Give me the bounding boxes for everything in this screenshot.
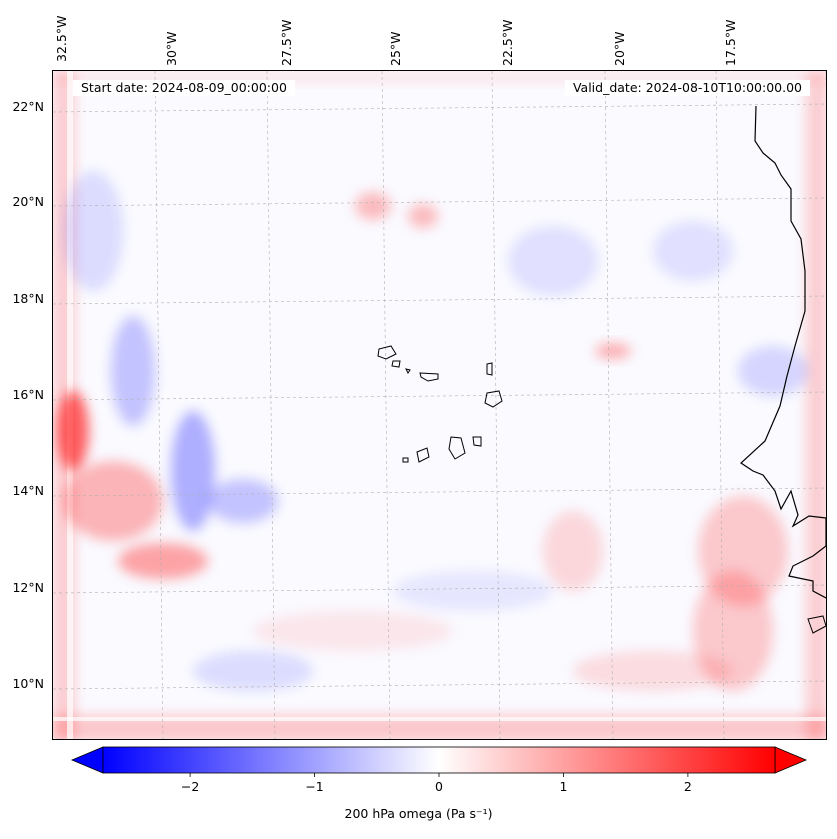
lon-label: 17.5°W (723, 19, 738, 66)
lon-label: 25°W (388, 31, 403, 66)
field-patch-neutral (53, 717, 826, 721)
island-outline (405, 368, 411, 374)
colorbar-tick-label: 0 (435, 779, 443, 794)
colorbar-tick-label: −2 (181, 779, 199, 794)
island-outline (484, 390, 503, 408)
lon-label: 30°W (164, 31, 179, 66)
colorbar: −2 −1 0 1 2 (70, 746, 808, 794)
longitude-gridline (266, 71, 276, 739)
field-patch-negative (111, 316, 155, 426)
latitude-gridline (53, 391, 826, 401)
field-patch-positive (595, 343, 631, 359)
latitude-gridline (53, 103, 826, 113)
field-patch-negative (393, 571, 553, 611)
island-outline (472, 436, 482, 447)
island-outline (402, 457, 409, 463)
island-outline (486, 362, 493, 376)
lat-label: 12°N (12, 580, 44, 595)
field-patch-negative (653, 221, 733, 281)
field-patch-negative (738, 346, 808, 396)
coastline-bijagos-islands (807, 615, 826, 634)
colorbar-label: 200 hPa omega (Pa s⁻¹) (344, 806, 493, 821)
longitude-gridline (825, 71, 826, 97)
colorbar-tick-label: 1 (559, 779, 567, 794)
lat-label: 22°N (12, 99, 44, 114)
island-outline (377, 345, 397, 360)
field-patch-positive (63, 461, 163, 541)
longitude-gridline (604, 71, 614, 739)
lon-label: 20°W (612, 31, 627, 66)
longitude-gridline (715, 71, 725, 739)
lon-label: 32.5°W (54, 15, 69, 62)
field-patch-negative (208, 479, 278, 523)
lat-label: 10°N (12, 676, 44, 691)
field-patch-negative (171, 411, 215, 531)
longitude-gridline (154, 71, 164, 739)
field-patch-positive (408, 204, 438, 228)
latitude-gridline (53, 487, 826, 497)
field-patch-negative (63, 171, 123, 291)
colorbar-extend-max (774, 746, 808, 774)
field-patch-positive (253, 611, 453, 651)
field-patch-positive (355, 192, 391, 220)
lat-label: 20°N (12, 194, 44, 209)
longitude-gridline (381, 71, 391, 739)
field-patch-positive (806, 71, 826, 739)
colorbar-tick-label: −1 (305, 779, 323, 794)
coastline-west-africa (740, 105, 826, 599)
field-patch-negative (508, 226, 598, 296)
map-panel (52, 70, 827, 740)
colorbar-gradient (102, 746, 776, 774)
field-patch-negative (193, 651, 313, 691)
colorbar-tick-label: 2 (684, 779, 692, 794)
lat-label: 14°N (12, 483, 44, 498)
field-patch-positive (573, 651, 733, 691)
longitude-gridline (491, 71, 501, 739)
lon-label: 27.5°W (279, 19, 294, 66)
lat-label: 16°N (12, 387, 44, 402)
omega-field-map (53, 71, 826, 739)
valid-date-label: Valid_date: 2024-08-10T10:00:00.00 (564, 80, 810, 96)
island-outline (391, 360, 401, 368)
lat-label: 18°N (12, 291, 44, 306)
latitude-gridline (53, 295, 826, 305)
start-date-label: Start date: 2024-08-09_00:00:00 (73, 80, 295, 96)
latitude-gridline (53, 197, 826, 207)
field-patch-positive (57, 391, 89, 471)
field-patch-positive (543, 511, 603, 591)
colorbar-extend-min (70, 746, 104, 774)
island-outline (416, 447, 430, 463)
island-outline (448, 436, 466, 460)
field-patch-positive (118, 543, 208, 579)
island-outline (419, 372, 439, 382)
lon-label: 22.5°W (500, 19, 515, 66)
